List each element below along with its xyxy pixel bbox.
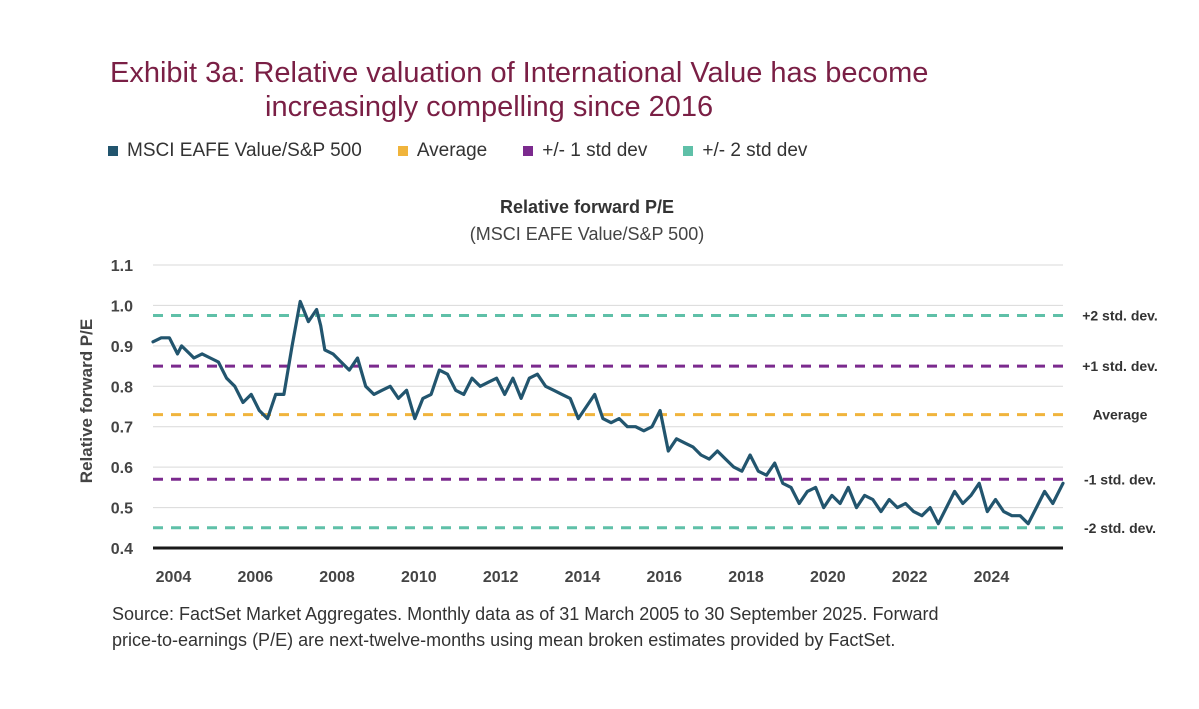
y-tick-label: 0.4 [111,541,133,558]
x-tick-label: 2010 [401,569,437,586]
reference-line-label: +2 std. dev. [1082,308,1158,324]
y-tick-label: 0.9 [111,339,133,356]
x-tick-label: 2020 [810,569,846,586]
y-tick-label: 1.1 [111,258,133,275]
y-axis-label: Relative forward P/E [77,319,96,483]
x-tick-label: 2018 [728,569,764,586]
legend-item-eafe-value: MSCI EAFE Value/S&P 500 [108,140,362,162]
x-tick-label: 2006 [237,569,273,586]
legend-swatch-eafe-value [108,146,118,156]
legend-item-average: Average [397,140,488,162]
legend-swatch-1-std-dev [523,146,534,156]
legend-label-average: Average [416,140,488,161]
chart-title: Relative forward P/E [500,197,674,217]
x-tick-label: 2008 [319,569,355,586]
legend-label-1-std-dev: +/- 1 std dev [542,140,648,161]
reference-line-label: +1 std. dev. [1082,358,1158,374]
x-tick-label: 2022 [892,569,928,586]
legend-item-1-std-dev: +/- 1 std dev [523,140,647,162]
legend-swatch-average [397,146,408,156]
y-tick-label: 0.5 [111,501,133,518]
x-tick-label: 2004 [156,569,192,586]
x-tick-label: 2024 [974,569,1010,586]
source-note-line1: Source: FactSet Market Aggregates. Month… [112,604,939,624]
legend: MSCI EAFE Value/S&P 500 Average +/- 1 st… [108,140,807,162]
reference-line-label: -1 std. dev. [1084,471,1156,487]
y-tick-label: 0.7 [111,420,133,437]
chart-subtitle: (MSCI EAFE Value/S&P 500) [470,224,704,244]
legend-label-2-std-dev: +/- 2 std dev [702,140,808,161]
series-line-eafe-value [151,299,1065,526]
x-tick-label: 2016 [646,569,682,586]
exhibit-title-line2: increasingly compelling since 2016 [265,91,714,123]
y-tick-label: 0.8 [111,379,133,396]
exhibit-title-line1: Exhibit 3a: Relative valuation of Intern… [110,57,929,89]
y-tick-label: 1.0 [111,298,133,315]
x-tick-label: 2014 [565,569,601,586]
x-tick-label: 2012 [483,569,519,586]
reference-line-label: -2 std. dev. [1084,520,1156,536]
source-note-line2: price-to-earnings (P/E) are next-twelve-… [112,630,896,650]
source-note: Source: FactSet Market Aggregates. Month… [112,601,1112,653]
legend-item-2-std-dev: +/- 2 std dev [683,140,807,162]
legend-label-eafe-value: MSCI EAFE Value/S&P 500 [127,140,362,161]
y-tick-label: 0.6 [111,460,133,477]
exhibit-title: Exhibit 3a: Relative valuation of Intern… [110,56,1070,124]
legend-swatch-2-std-dev [683,146,694,156]
reference-line-label: Average [1093,407,1148,423]
